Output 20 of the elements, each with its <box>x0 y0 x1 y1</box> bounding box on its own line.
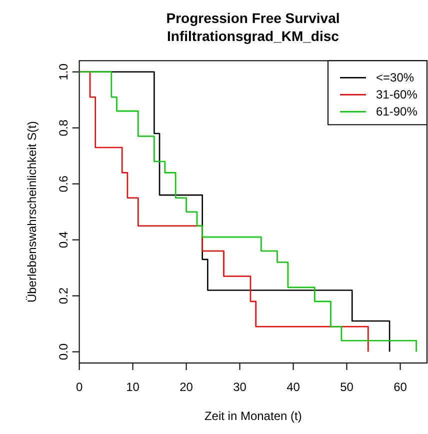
x-tick-label: 30 <box>233 380 247 394</box>
x-tick-label: 40 <box>286 380 300 394</box>
y-tick-label: 0.8 <box>56 119 70 136</box>
y-tick-label: 0.2 <box>56 287 70 304</box>
y-tick-label: 0.4 <box>56 231 70 248</box>
legend-label: 61-90% <box>376 104 418 119</box>
chart-subtitle: Infiltrationsgrad_KM_disc <box>167 28 340 44</box>
legend-label: 31-60% <box>376 88 418 102</box>
x-tick-label: 20 <box>180 380 194 394</box>
x-tick-label: 0 <box>76 380 83 394</box>
chart-title: Progression Free Survival <box>166 10 340 26</box>
x-tick-label: 60 <box>394 380 408 394</box>
x-tick-label: 10 <box>126 380 140 394</box>
x-tick-label: 50 <box>340 380 354 394</box>
legend-label: <=30% <box>376 70 414 85</box>
y-axis-title: Überlebenswahrscheinlichkeit S(t) <box>25 121 39 303</box>
y-tick-label: 0.0 <box>56 343 70 360</box>
x-axis-title: Zeit in Monaten (t) <box>204 409 302 423</box>
y-tick-label: 1.0 <box>56 63 70 80</box>
y-tick-label: 0.6 <box>56 175 70 192</box>
